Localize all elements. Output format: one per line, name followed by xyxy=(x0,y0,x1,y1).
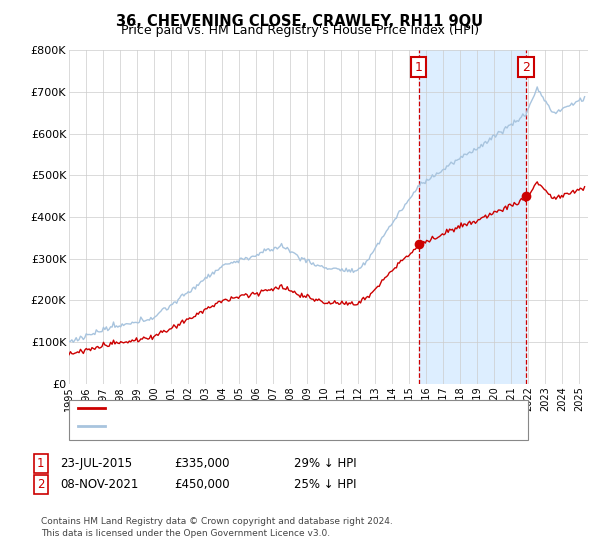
Text: Price paid vs. HM Land Registry's House Price Index (HPI): Price paid vs. HM Land Registry's House … xyxy=(121,24,479,37)
Bar xyxy=(419,50,526,384)
Text: 36, CHEVENING CLOSE, CRAWLEY, RH11 9QU: 36, CHEVENING CLOSE, CRAWLEY, RH11 9QU xyxy=(116,14,484,29)
Text: 08-NOV-2021: 08-NOV-2021 xyxy=(60,478,139,491)
Text: 1: 1 xyxy=(415,60,422,73)
Text: 23-JUL-2015: 23-JUL-2015 xyxy=(60,457,132,470)
Text: HPI: Average price, detached house, Crawley: HPI: Average price, detached house, Craw… xyxy=(109,421,344,431)
Text: 29% ↓ HPI: 29% ↓ HPI xyxy=(294,457,356,470)
Text: 1: 1 xyxy=(37,457,44,470)
Text: 2: 2 xyxy=(37,478,44,491)
Text: This data is licensed under the Open Government Licence v3.0.: This data is licensed under the Open Gov… xyxy=(41,529,330,538)
Text: 2: 2 xyxy=(522,60,530,73)
Text: £450,000: £450,000 xyxy=(174,478,230,491)
Text: 25% ↓ HPI: 25% ↓ HPI xyxy=(294,478,356,491)
Text: Contains HM Land Registry data © Crown copyright and database right 2024.: Contains HM Land Registry data © Crown c… xyxy=(41,517,392,526)
Text: £335,000: £335,000 xyxy=(174,457,229,470)
Text: 36, CHEVENING CLOSE, CRAWLEY, RH11 9QU (detached house): 36, CHEVENING CLOSE, CRAWLEY, RH11 9QU (… xyxy=(109,403,440,413)
